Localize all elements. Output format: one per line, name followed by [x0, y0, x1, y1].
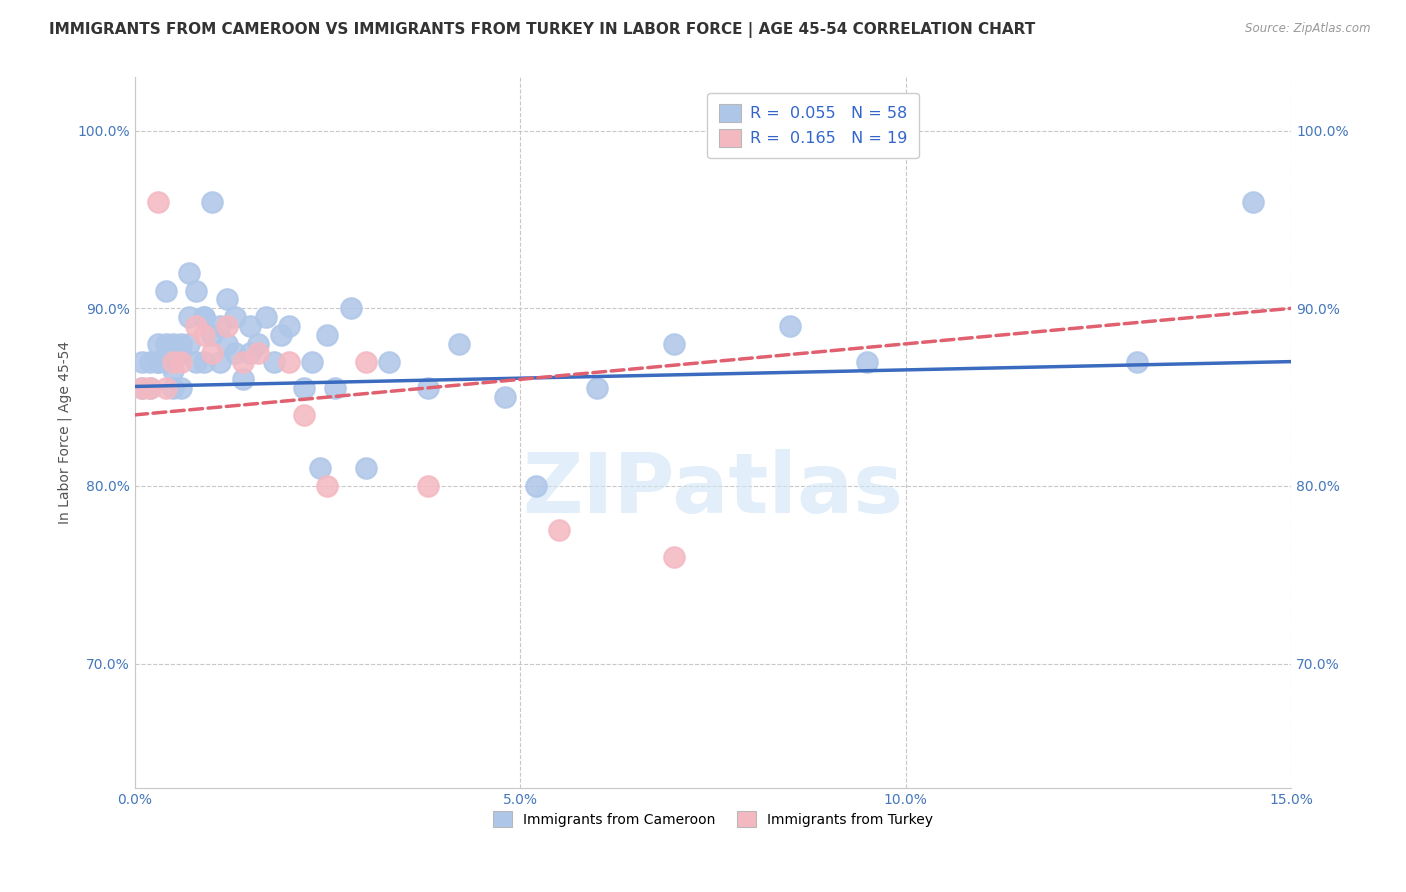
Point — [586, 381, 609, 395]
Point — [177, 336, 200, 351]
Point — [208, 319, 231, 334]
Point — [193, 310, 215, 325]
Point — [354, 354, 377, 368]
Point — [1126, 354, 1149, 368]
Point — [170, 381, 193, 395]
Point — [217, 319, 239, 334]
Point — [239, 345, 262, 359]
Point — [301, 354, 323, 368]
Point — [186, 354, 208, 368]
Point — [354, 461, 377, 475]
Point — [170, 345, 193, 359]
Point — [1241, 194, 1264, 209]
Point — [316, 328, 339, 343]
Point — [247, 336, 270, 351]
Point — [339, 301, 361, 316]
Point — [146, 354, 169, 368]
Point — [247, 345, 270, 359]
Point — [856, 354, 879, 368]
Point — [131, 354, 153, 368]
Text: IMMIGRANTS FROM CAMEROON VS IMMIGRANTS FROM TURKEY IN LABOR FORCE | AGE 45-54 CO: IMMIGRANTS FROM CAMEROON VS IMMIGRANTS F… — [49, 22, 1035, 38]
Point — [292, 408, 315, 422]
Point — [186, 284, 208, 298]
Point — [162, 336, 184, 351]
Text: Source: ZipAtlas.com: Source: ZipAtlas.com — [1246, 22, 1371, 36]
Point — [201, 345, 224, 359]
Point — [139, 354, 162, 368]
Point — [146, 354, 169, 368]
Point — [217, 293, 239, 307]
Point — [162, 354, 184, 368]
Point — [416, 479, 439, 493]
Point — [193, 328, 215, 343]
Point — [131, 381, 153, 395]
Point — [155, 381, 177, 395]
Point — [155, 354, 177, 368]
Point — [170, 354, 193, 368]
Point — [378, 354, 401, 368]
Point — [263, 354, 285, 368]
Point — [254, 310, 277, 325]
Point — [208, 354, 231, 368]
Point — [162, 363, 184, 377]
Point — [232, 372, 254, 386]
Point — [524, 479, 547, 493]
Point — [547, 524, 569, 538]
Point — [308, 461, 330, 475]
Point — [664, 549, 686, 564]
Point — [193, 354, 215, 368]
Point — [292, 381, 315, 395]
Point — [146, 336, 169, 351]
Point — [217, 336, 239, 351]
Point — [201, 194, 224, 209]
Point — [224, 345, 246, 359]
Point — [224, 310, 246, 325]
Point — [323, 381, 346, 395]
Legend: Immigrants from Cameroon, Immigrants from Turkey: Immigrants from Cameroon, Immigrants fro… — [486, 805, 941, 834]
Point — [239, 319, 262, 334]
Point — [270, 328, 292, 343]
Point — [201, 328, 224, 343]
Point — [416, 381, 439, 395]
Point — [232, 354, 254, 368]
Point — [447, 336, 470, 351]
Point — [177, 266, 200, 280]
Point — [193, 310, 215, 325]
Point — [155, 284, 177, 298]
Point — [162, 381, 184, 395]
Point — [170, 336, 193, 351]
Point — [131, 381, 153, 395]
Point — [139, 381, 162, 395]
Y-axis label: In Labor Force | Age 45-54: In Labor Force | Age 45-54 — [58, 341, 72, 524]
Point — [779, 319, 801, 334]
Point — [278, 354, 301, 368]
Point — [664, 336, 686, 351]
Point — [186, 319, 208, 334]
Text: ZIPatlas: ZIPatlas — [523, 449, 904, 530]
Point — [278, 319, 301, 334]
Point — [177, 310, 200, 325]
Point — [146, 194, 169, 209]
Point — [494, 390, 516, 404]
Point — [139, 381, 162, 395]
Point — [316, 479, 339, 493]
Point — [155, 336, 177, 351]
